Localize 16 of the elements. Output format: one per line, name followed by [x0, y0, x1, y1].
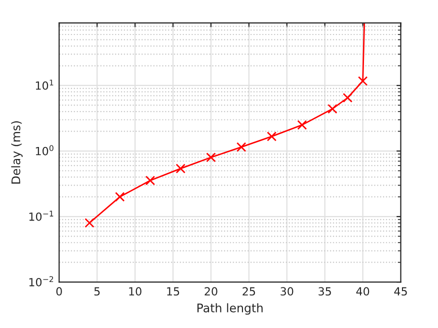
- x-tick-label: 5: [94, 287, 100, 296]
- y-axis-title: Delay (ms): [11, 121, 23, 184]
- x-tick-label: 15: [167, 287, 180, 296]
- x-tick-label: 35: [318, 287, 331, 296]
- y-tick-label: 10$^{0}$: [36, 145, 54, 156]
- x-tick-label: 10: [129, 287, 142, 296]
- x-tick-label: 30: [280, 287, 294, 296]
- x-axis-title: Path length: [197, 303, 263, 315]
- y-tick-label: 10$^{−2}$: [29, 276, 54, 286]
- y-tick-label: 10$^{−1}$: [29, 210, 54, 221]
- x-tick-label: 45: [394, 287, 407, 296]
- x-tick-label: 20: [204, 287, 218, 296]
- x-tick-label: 25: [242, 287, 256, 296]
- x-tick-label: 0: [56, 287, 62, 296]
- y-tick-label: 10$^{1}$: [36, 80, 54, 90]
- x-tick-label: 40: [356, 287, 370, 296]
